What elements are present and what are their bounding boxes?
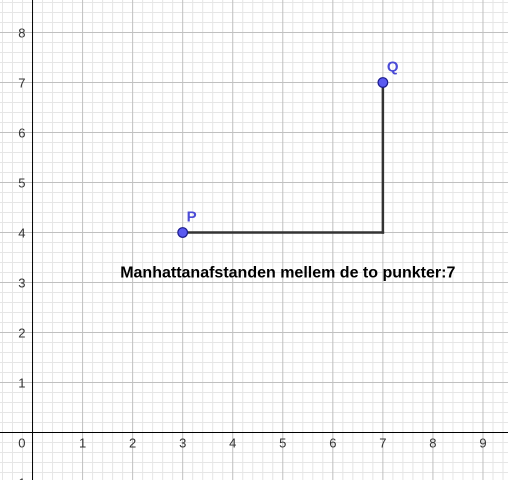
y-tick-label: 5 [18,176,25,191]
tick-labels: 1 2 3 4 5 6 7 8 9 1 2 3 4 5 6 7 8 0 1 [18,26,486,480]
origin-label: 0 [18,436,25,451]
point-q[interactable] [377,77,389,88]
x-tick-label: 3 [179,436,186,451]
y-tick-label: 2 [18,326,25,341]
point-label-p: P [187,209,197,226]
x-tick-label: 1 [79,436,86,451]
y-tick-label: 7 [18,76,25,91]
y-tick-label: 1 [18,376,25,391]
y-tick-label: 6 [18,126,25,141]
x-tick-label: 2 [129,436,136,451]
x-tick-label: 6 [329,436,336,451]
x-tick-label: 4 [229,436,236,451]
x-tick-label: 5 [279,436,286,451]
x-tick-label: 7 [379,436,386,451]
distance-annotation[interactable]: Manhattanafstanden mellem de to punkter:… [120,265,455,282]
y-tick-label: 4 [18,226,25,241]
points[interactable]: PQ [177,59,399,238]
x-tick-label: 8 [429,436,436,451]
point-label-q: Q [387,59,399,76]
y-tick-label: 8 [18,26,25,41]
x-tick-label: 9 [479,436,486,451]
y-tick-label: 3 [18,276,25,291]
manhattan-path[interactable] [181,81,385,234]
y-tick-label-partial: 1 [18,476,25,480]
point-p[interactable] [177,227,189,238]
